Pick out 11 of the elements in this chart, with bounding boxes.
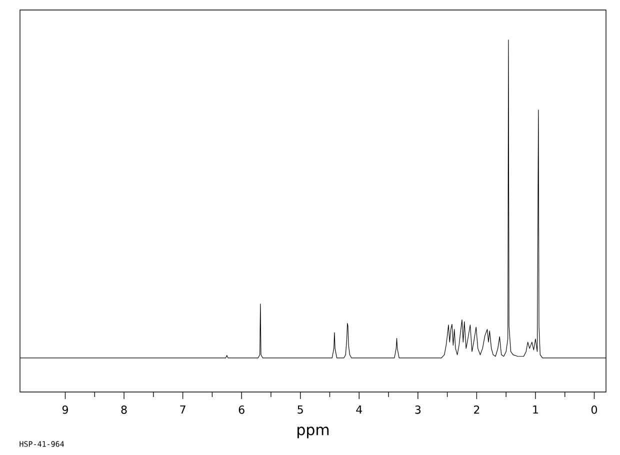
x-axis-title: ppm <box>298 426 329 438</box>
x-tick-label: 0 <box>591 406 598 414</box>
x-tick-label: 3 <box>415 406 421 414</box>
x-tick-label: 8 <box>121 406 127 414</box>
x-tick-label: 2 <box>474 406 480 414</box>
x-tick-label: 7 <box>180 406 186 414</box>
x-tick-label: 5 <box>298 406 303 414</box>
x-tick-label: 4 <box>356 406 362 414</box>
x-tick-label: 9 <box>62 406 68 414</box>
x-tick-label: 1 <box>533 406 538 414</box>
x-tick-label: 6 <box>238 406 244 414</box>
